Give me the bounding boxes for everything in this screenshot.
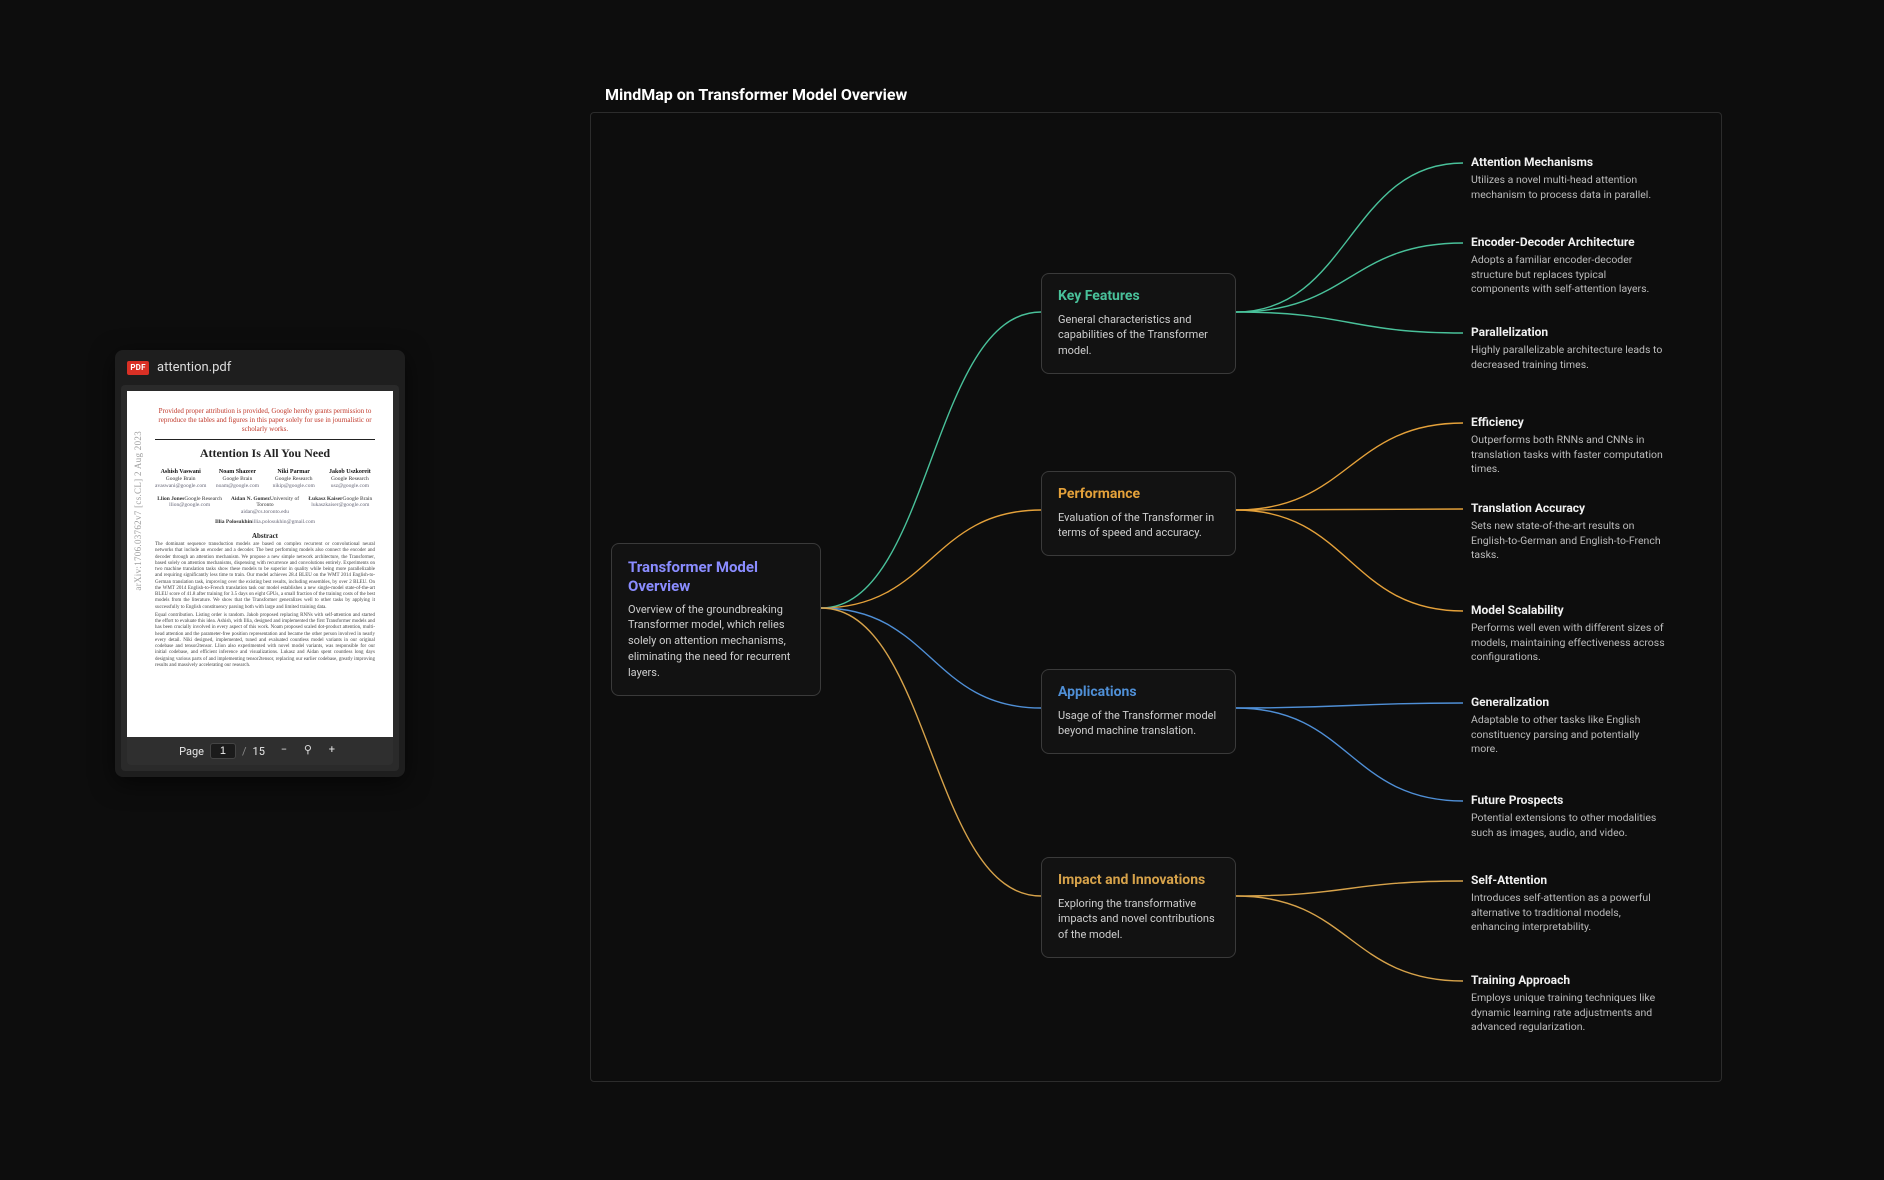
pdf-preview-card: PDF attention.pdf ⤢ arXiv:1706.03762v7 [… <box>115 350 405 777</box>
mindmap-branch-applications-desc: Usage of the Transformer model beyond ma… <box>1058 708 1219 740</box>
mindmap-edge <box>1236 243 1463 312</box>
mindmap-canvas: Transformer Model Overview Overview of th… <box>590 112 1722 1082</box>
mindmap-edge <box>1236 510 1463 611</box>
pdf-badge-icon: PDF <box>127 361 149 375</box>
pdf-author: Llion JonesGoogle Researchllion@google.c… <box>155 496 224 516</box>
mindmap-branch-performance-desc: Evaluation of the Transformer in terms o… <box>1058 510 1219 542</box>
mindmap-leaf-applications-1-desc: Potential extensions to other modalities… <box>1471 811 1666 840</box>
zoom-in-button[interactable]: + <box>323 742 341 760</box>
mindmap-edge <box>1236 163 1463 312</box>
mindmap-leaf-applications-0[interactable]: Generalization Adaptable to other tasks l… <box>1471 695 1666 757</box>
pdf-title: Attention Is All You Need <box>155 446 375 461</box>
mindmap-leaf-applications-0-title: Generalization <box>1471 695 1666 709</box>
pdf-permission-notice: Provided proper attribution is provided,… <box>155 407 375 433</box>
mindmap-edge <box>821 510 1041 608</box>
pdf-abstract-p2: Equal contribution. Listing order is ran… <box>155 613 375 669</box>
mindmap-leaf-features-2[interactable]: Parallelization Highly parallelizable arc… <box>1471 325 1666 372</box>
mindmap-branch-performance-title: Performance <box>1058 486 1219 504</box>
pdf-author: Łukasz KaiserGoogle Brainlukaszkaiser@go… <box>306 496 375 516</box>
mindmap-leaf-features-2-desc: Highly parallelizable architecture leads… <box>1471 343 1666 372</box>
mindmap-leaf-performance-2-title: Model Scalability <box>1471 603 1666 617</box>
pdf-toolbar: Page / 15 − ⚲ + <box>127 737 393 765</box>
mindmap-title: MindMap on Transformer Model Overview <box>605 85 907 104</box>
pdf-page-label: Page <box>179 745 204 758</box>
mindmap-branch-applications[interactable]: Applications Usage of the Transformer mod… <box>1041 669 1236 754</box>
mindmap-leaf-features-1-desc: Adopts a familiar encoder-decoder struct… <box>1471 253 1666 297</box>
mindmap-leaf-features-0-desc: Utilizes a novel multi-head attention me… <box>1471 173 1666 202</box>
mindmap-leaf-performance-0-desc: Outperforms both RNNs and CNNs in transl… <box>1471 433 1666 477</box>
mindmap-leaf-performance-2-desc: Performs well even with different sizes … <box>1471 621 1666 665</box>
mindmap-leaf-features-1-title: Encoder-Decoder Architecture <box>1471 235 1666 249</box>
pdf-page-total: 15 <box>253 745 265 758</box>
mindmap-edge <box>1236 708 1463 801</box>
mindmap-leaf-performance-1-desc: Sets new state-of-the-art results on Eng… <box>1471 519 1666 563</box>
mindmap-leaf-impact-0-desc: Introduces self-attention as a powerful … <box>1471 891 1666 935</box>
mindmap-leaf-performance-1-title: Translation Accuracy <box>1471 501 1666 515</box>
mindmap-edge <box>1236 509 1463 510</box>
mindmap-branch-features-desc: General characteristics and capabilities… <box>1058 312 1219 360</box>
mindmap-root-title: Transformer Model Overview <box>628 558 804 596</box>
mindmap-branch-features[interactable]: Key Features General characteristics and … <box>1041 273 1236 374</box>
pdf-abstract-p1: The dominant sequence transduction model… <box>155 542 375 611</box>
mindmap-branch-impact-title: Impact and Innovations <box>1058 872 1219 890</box>
pdf-authors-row-1: Ashish VaswaniGoogle Brainavaswani@googl… <box>155 469 375 489</box>
mindmap-edge <box>1236 703 1463 708</box>
mindmap-edge <box>1236 423 1463 510</box>
mindmap-leaf-impact-1-title: Training Approach <box>1471 973 1666 987</box>
pdf-author: Illia Polosukhinillia.polosukhin@gmail.c… <box>155 519 375 526</box>
mindmap-edge <box>1236 312 1463 333</box>
pdf-author: Niki ParmarGoogle Researchnikip@google.c… <box>269 469 319 489</box>
mindmap-leaf-performance-0-title: Efficiency <box>1471 415 1666 429</box>
mindmap-branch-impact[interactable]: Impact and Innovations Exploring the tran… <box>1041 857 1236 958</box>
zoom-reset-button[interactable]: ⚲ <box>299 742 317 760</box>
pdf-arxiv-spine: arXiv:1706.03762v7 [cs.CL] 2 Aug 2023 <box>133 431 143 591</box>
mindmap-leaf-features-0[interactable]: Attention Mechanisms Utilizes a novel mul… <box>1471 155 1666 202</box>
mindmap-leaf-features-0-title: Attention Mechanisms <box>1471 155 1666 169</box>
pdf-authors-row-3: Illia Polosukhinillia.polosukhin@gmail.c… <box>155 519 375 526</box>
mindmap-leaf-features-2-title: Parallelization <box>1471 325 1666 339</box>
mindmap-leaf-features-1[interactable]: Encoder-Decoder Architecture Adopts a fam… <box>1471 235 1666 297</box>
mindmap-branch-performance[interactable]: Performance Evaluation of the Transformer… <box>1041 471 1236 556</box>
pdf-header: PDF attention.pdf <box>115 350 405 385</box>
mindmap-edge <box>1236 896 1463 981</box>
mindmap-leaf-impact-0-title: Self-Attention <box>1471 873 1666 887</box>
pdf-page-input[interactable] <box>210 743 236 759</box>
pdf-author: Ashish VaswaniGoogle Brainavaswani@googl… <box>155 469 206 489</box>
pdf-author: Noam ShazeerGoogle Brainnoam@google.com <box>212 469 262 489</box>
pdf-abstract-heading: Abstract <box>155 532 375 540</box>
pdf-rule <box>155 439 375 440</box>
mindmap-leaf-performance-0[interactable]: Efficiency Outperforms both RNNs and CNNs… <box>1471 415 1666 477</box>
zoom-out-button[interactable]: − <box>275 742 293 760</box>
mindmap-leaf-impact-1-desc: Employs unique training techniques like … <box>1471 991 1666 1035</box>
mindmap-root-desc: Overview of the groundbreaking Transform… <box>628 602 804 682</box>
mindmap-leaf-performance-1[interactable]: Translation Accuracy Sets new state-of-th… <box>1471 501 1666 563</box>
pdf-page: arXiv:1706.03762v7 [cs.CL] 2 Aug 2023 Pr… <box>127 391 393 737</box>
mindmap-leaf-applications-0-desc: Adaptable to other tasks like English co… <box>1471 713 1666 757</box>
pdf-abstract: The dominant sequence transduction model… <box>155 542 375 669</box>
mindmap-edge <box>821 608 1041 896</box>
mindmap-leaf-performance-2[interactable]: Model Scalability Performs well even with… <box>1471 603 1666 665</box>
mindmap-leaf-impact-1[interactable]: Training Approach Employs unique training… <box>1471 973 1666 1035</box>
pdf-author: Aidan N. GomezUniversity of Torontoaidan… <box>230 496 299 516</box>
pdf-author: Jakob UszkoreitGoogle Researchusz@google… <box>325 469 375 489</box>
pdf-authors-row-2: Llion JonesGoogle Researchllion@google.c… <box>155 496 375 516</box>
mindmap-root[interactable]: Transformer Model Overview Overview of th… <box>611 543 821 696</box>
mindmap-edge <box>1236 881 1463 896</box>
mindmap-edge <box>821 312 1041 608</box>
mindmap-leaf-applications-1-title: Future Prospects <box>1471 793 1666 807</box>
mindmap-leaf-applications-1[interactable]: Future Prospects Potential extensions to … <box>1471 793 1666 840</box>
mindmap-leaf-impact-0[interactable]: Self-Attention Introduces self-attention … <box>1471 873 1666 935</box>
mindmap-branch-impact-desc: Exploring the transformative impacts and… <box>1058 896 1219 944</box>
pdf-page-separator: / <box>242 745 247 758</box>
pdf-body: ⤢ arXiv:1706.03762v7 [cs.CL] 2 Aug 2023 … <box>121 385 399 771</box>
mindmap-edge <box>821 608 1041 708</box>
mindmap-branch-features-title: Key Features <box>1058 288 1219 306</box>
pdf-filename: attention.pdf <box>157 360 231 375</box>
mindmap-branch-applications-title: Applications <box>1058 684 1219 702</box>
